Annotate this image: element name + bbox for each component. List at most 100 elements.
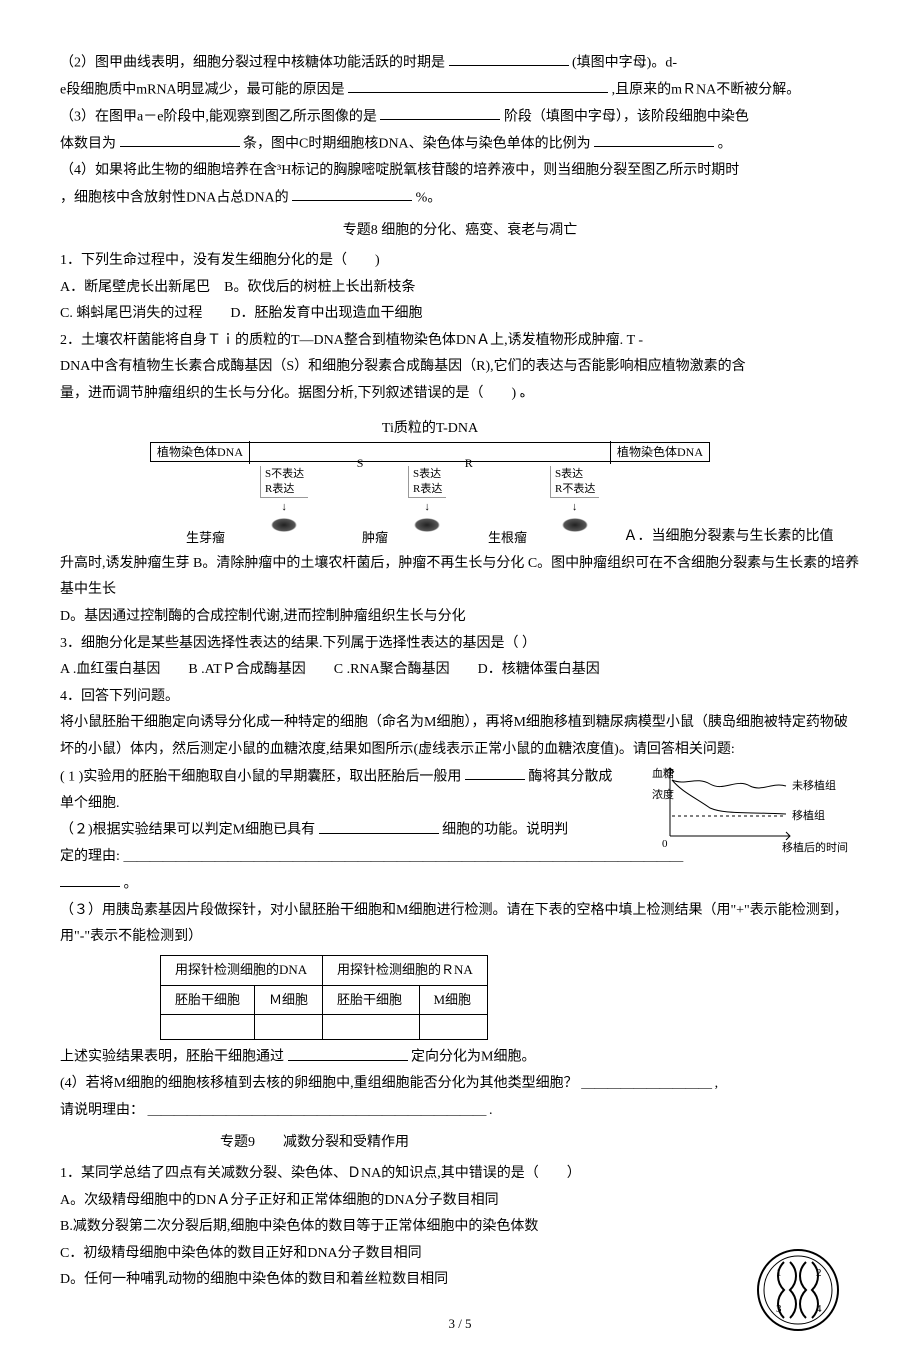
table-row [161,1015,488,1040]
q4-line2: ，细胞核中含放射性DNA占总DNA的 %。 [60,185,860,212]
arrows-row: S不表达R表达 ↓ S表达R表达 ↓ S表达R不表达 ↓ [150,466,710,526]
table-row: 用探针检测细胞的DNA 用探针检测细胞的ＲNA [161,955,488,985]
q8-4: 4．回答下列问题。 [60,684,860,711]
q8-4-1: ( 1 )实验用的胚胎干细胞取自小鼠的早期囊胚，取出胚胎后一般用 酶将其分散成单… [60,764,620,818]
blank [594,131,714,147]
page-footer: 3 / 5 [60,1312,860,1337]
q8-2-line3: 量，进而调节肿瘤组织的生长与分化。据图分析,下列叙述错误的是（ ) ه [60,381,860,408]
branch-3-labels: S表达R不表达 [550,466,599,498]
dash-blank: ＿＿＿＿＿＿＿＿＿＿ [581,1076,711,1091]
comma: , [715,1076,719,1091]
x-label: 移植后的时间 [782,838,848,859]
dna-right-label: 植物染色体DNA [610,441,709,464]
q8-2-line1: 2．土壤农杆菌能将自身Ｔｉ的质粒的T—DNA整合到植物染色体DNＡ上,诱发植物形… [60,328,860,355]
q3-line1: （3）在图甲a－e阶段中,能观察到图乙所示图像的是 阶段（填图中字母），该阶段细… [60,104,860,131]
diagram-title: Ti质粒的T-DNA [150,416,710,443]
glucose-chart: 血糖浓度 未移植组 移植组 0 移植后的时间 [652,764,872,854]
q8-4-2-b: 细胞的功能。说明判 [442,823,568,838]
q8-4-4a-text: (4）若将M细胞的细胞核移植到去核的卵细胞中,重组细胞能否分化为其他类型细胞？ [60,1076,578,1091]
q2-text-c: e段细胞质中mRNA明显减少，最可能的原因是 [60,82,345,97]
q4-text-b: ，细胞核中含放射性DNA占总DNA的 [60,190,289,205]
svg-text:2: 2 [816,1267,822,1279]
q3-text-c: 体数目为 [60,136,116,151]
blank [60,871,120,887]
q8-2-opts-bc: 升高时,诱发肿瘤生芽 B。清除肿瘤中的土壤农杆菌后，肿瘤不再生长与分化 C。图中… [60,551,860,604]
q9-1: 1．某同学总结了四点有关减数分裂、染色体、ＤNA的知识点,其中错误的是（ ） [60,1161,860,1188]
q3-text-d: 条，图中C时期细胞核DNA、染色体与染色单体的比例为 [243,136,591,151]
q8-1-opts-ab: A．断尾壁虎长出新尾巴 B。砍伐后的树桩上长出新枝条 [60,275,860,302]
branch-3: S表达R不表达 ↓ [550,466,599,532]
detect-table: 用探针检测细胞的DNA 用探针检测细胞的ＲNA 胚胎干细胞 Ｍ细胞 胚胎干细胞 … [160,955,488,1040]
result-1: 生芽瘤 [186,526,225,551]
q3-line2: 体数目为 条，图中C时期细胞核DNA、染色体与染色单体的比例为 。 [60,131,860,158]
svg-text:1: 1 [776,1267,782,1279]
q8-2-line2: DNA中含有植物生长素合成酶基因（S）和细胞分裂素合成酶基因（R),它们的表达与… [60,354,860,381]
q9-1b: B.减数分裂第二次分裂后期,细胞中染色体的数目等于正常体细胞中的染色体数 [60,1214,860,1241]
blank [380,104,500,120]
cell-blank [419,1015,487,1040]
q8-4-intro: 将小鼠胚胎干细胞定向诱导分化成一种特定的细胞（命名为M细胞），再将M细胞移植到糖… [60,710,860,763]
q8-4-chart-wrap: 血糖浓度 未移植组 移植组 0 移植后的时间 ( 1 )实验用的胚胎干细胞取自小… [60,764,860,845]
dash-blank: ＿＿＿＿＿＿＿＿＿＿＿＿＿＿＿＿＿＿＿＿＿＿＿＿＿＿＿＿＿＿＿＿＿＿＿＿＿＿＿＿… [123,849,682,864]
q8-4-1-a: ( 1 )实验用的胚胎干细胞取自小鼠的早期囊胚，取出胚胎后一般用 [60,769,461,784]
legend-1: 未移植组 [792,776,836,797]
q8-4-3c-text: 定向分化为M细胞。 [411,1050,535,1065]
q9-1d: D。任何一种哺乳动物的细胞中染色体的数目和着丝粒数目相同 [60,1267,860,1294]
result-row: 生芽瘤 肿瘤 生根瘤 [150,526,710,548]
blank [348,77,608,93]
branch-2-labels: S表达R表达 [408,466,446,498]
blank [288,1044,408,1060]
q8-4-2: （２)根据实验结果可以判定M细胞已具有 细胞的功能。说明判 [60,817,620,844]
result-3: 生根瘤 [488,526,527,551]
q3-text-b: 阶段（填图中字母），该阶段细胞中染色 [504,109,749,124]
cell: Ｍ细胞 [255,985,323,1015]
q4-text-c: %。 [416,190,442,205]
q8-1-opts-cd: C. 蝌蚪尾巴消失的过程 D．胚胎发育中出现造血干细胞 [60,301,860,328]
q8-4-2-end: 。 [60,871,860,898]
q2-text-d: ,且原来的mＲNA不断被分解。 [612,82,801,97]
q4-text-a: （4）如果将此生物的细胞培养在含³H标记的胸腺嘧啶脱氧核苷酸的培养液中，则当细胞… [60,163,739,178]
branch-1: S不表达R表达 ↓ [260,466,308,532]
q8-4-4a: (4）若将M细胞的细胞核移植到去核的卵细胞中,重组细胞能否分化为其他类型细胞？ … [60,1071,860,1098]
cell: 胚胎干细胞 [161,985,255,1015]
cell: M细胞 [419,985,487,1015]
dna-left-label: 植物染色体DNA [151,441,250,464]
table-row: 胚胎干细胞 Ｍ细胞 胚胎干细胞 M细胞 [161,985,488,1015]
cell-blank [161,1015,255,1040]
y-label-1: 血糖浓度 [652,764,674,806]
q8-4-4b: 请说明理由： ＿＿＿＿＿＿＿＿＿＿＿＿＿＿＿＿＿＿＿＿＿＿＿＿＿＿ . [60,1098,860,1125]
q8-4-4c-text: 请说明理由： [60,1103,144,1118]
q2-line2: e段细胞质中mRNA明显减少，最可能的原因是 ,且原来的mＲNA不断被分解。 [60,77,860,104]
cell-blank [323,1015,419,1040]
svg-text:4: 4 [816,1303,822,1315]
th-rna: 用探针检测细胞的ＲNA [323,955,488,985]
q2-line1: （2）图甲曲线表明，细胞分裂过程中核糖体功能活跃的时期是 (填图中字母)。d- [60,50,860,77]
branch-1-labels: S不表达R表达 [260,466,308,498]
blank [465,764,525,780]
q4-line1: （4）如果将此生物的细胞培养在含³H标记的胸腺嘧啶脱氧核苷酸的培养液中，则当细胞… [60,158,860,185]
stop-mark: ه [520,388,526,400]
q8-2-opt-d: D。基因通过控制酶的合成控制代谢,进而控制肿瘤组织生长与分化 [60,604,860,631]
q9-1a: A。次级精母细胞中的DNＡ分子正好和正常体细胞的DNA分子数目相同 [60,1188,860,1215]
q3-text-a: （3）在图甲a－e阶段中,能观察到图乙所示图像的是 [60,109,377,124]
section9-title: 专题9 减数分裂和受精作用 [60,1130,860,1157]
blank [120,131,240,147]
q3-text-e: 。 [718,136,732,151]
q9-1c: C．初级精母细胞中染色体的数目正好和DNA分子数目相同 [60,1241,860,1268]
q8-4-2-c: 定的理由: [60,849,120,864]
q8-3: 3．细胞分化是某些基因选择性表达的结果.下列属于选择性表达的基因是（ ） [60,631,860,658]
blank [449,50,569,66]
q9-block: 1．某同学总结了四点有关减数分裂、染色体、ＤNA的知识点,其中错误的是（ ） A… [60,1161,860,1294]
q2-text-b: (填图中字母)。d- [572,55,677,70]
period: 。 [124,876,138,891]
cell: 胚胎干细胞 [323,985,419,1015]
origin-zero: 0 [662,834,668,855]
section8-title: 专题8 细胞的分化、癌变、衰老与凋亡 [60,218,860,245]
cell-diagram-icon: 1 2 3 4 [754,1246,842,1334]
legend-2: 移植组 [792,806,825,827]
q8-1: 1．下列生命过程中，没有发生细胞分化的是（ ) [60,248,860,275]
q2-text-a: （2）图甲曲线表明，细胞分裂过程中核糖体功能活跃的时期是 [60,55,445,70]
cell-blank [255,1015,323,1040]
svg-text:3: 3 [776,1303,782,1315]
period: . [489,1103,493,1118]
